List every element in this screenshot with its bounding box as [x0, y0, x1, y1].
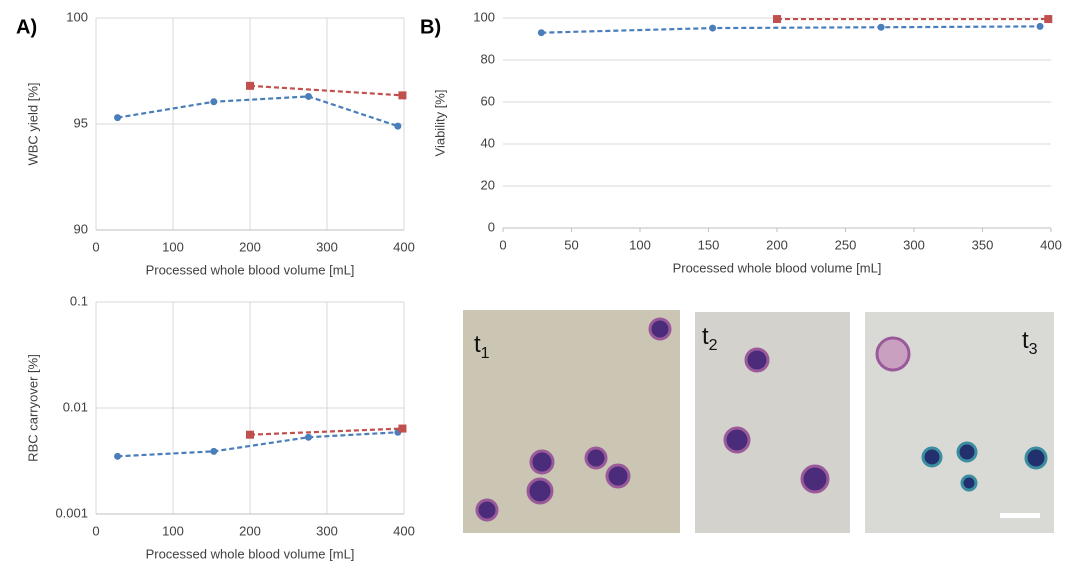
marker [305, 433, 313, 441]
marker [210, 98, 218, 106]
y-axis-label: RBC carryover [%] [25, 354, 40, 462]
y-tick-label: 0.1 [70, 293, 88, 308]
y-tick-label: 95 [74, 115, 88, 130]
marker [114, 114, 122, 122]
marker [246, 430, 254, 439]
y-tick-label: 40 [481, 135, 495, 150]
image-label-text: t [1022, 327, 1029, 354]
marker [246, 81, 254, 90]
marker [398, 91, 407, 100]
panel-label: B) [420, 16, 441, 38]
series-line [117, 95, 399, 128]
cells [475, 317, 1048, 522]
y-tick-label: 100 [473, 9, 495, 24]
x-axis-label: Processed whole blood volume [mL] [673, 260, 882, 275]
y-tick-label: 0.01 [63, 399, 88, 414]
x-tick-label: 300 [316, 239, 338, 254]
x-tick-label: 300 [903, 237, 925, 252]
image-label-text: t [702, 323, 709, 350]
y-tick-label: 80 [481, 51, 495, 66]
x-tick-label: 200 [766, 237, 788, 252]
marker [537, 29, 545, 37]
marker [114, 452, 122, 460]
marker [398, 424, 407, 433]
x-tick-label: 150 [698, 237, 720, 252]
marker [210, 447, 218, 455]
x-tick-label: 250 [835, 237, 857, 252]
scale-bar [1000, 513, 1040, 518]
image-label-text: t [474, 331, 481, 358]
image-label: t2 [702, 323, 718, 354]
y-tick-label: 100 [66, 9, 88, 24]
x-axis-label: Processed whole blood volume [mL] [146, 262, 355, 277]
series-line [117, 431, 398, 458]
marker [877, 23, 885, 31]
marker [773, 15, 781, 24]
micrographs [463, 310, 1054, 533]
y-tick-label: 20 [481, 177, 495, 192]
micrograph [463, 310, 680, 533]
y-tick-label: 90 [74, 221, 88, 236]
marker [1044, 15, 1053, 24]
x-tick-label: 350 [972, 237, 994, 252]
marker [709, 24, 717, 32]
x-axis-label: Processed whole blood volume [mL] [146, 546, 355, 561]
x-tick-label: 400 [393, 523, 415, 538]
series-line [541, 25, 1041, 34]
x-tick-label: 100 [629, 237, 651, 252]
micrograph [695, 312, 850, 533]
x-tick-label: 300 [316, 523, 338, 538]
x-tick-label: 400 [1040, 237, 1062, 252]
x-tick-label: 50 [564, 237, 578, 252]
x-tick-label: 100 [162, 523, 184, 538]
x-tick-label: 0 [499, 237, 506, 252]
y-tick-label: 0 [488, 219, 495, 234]
y-axis-label: Viability [%] [432, 90, 447, 157]
image-label: t3 [1022, 327, 1038, 358]
x-tick-label: 200 [239, 239, 261, 254]
series-line [249, 84, 403, 97]
series-line [249, 427, 403, 436]
marker [305, 92, 313, 100]
image-label-sub: 1 [481, 345, 490, 362]
panel-label: A) [16, 16, 37, 38]
y-tick-label: 0.001 [55, 505, 88, 520]
x-tick-label: 400 [393, 239, 415, 254]
marker [1036, 22, 1044, 30]
x-tick-label: 100 [162, 239, 184, 254]
x-tick-label: 0 [92, 239, 99, 254]
image-label-sub: 2 [709, 337, 718, 354]
image-label-sub: 3 [1029, 341, 1038, 358]
marker [394, 122, 402, 130]
x-tick-label: 200 [239, 523, 261, 538]
x-tick-label: 0 [92, 523, 99, 538]
image-label: t1 [474, 331, 490, 362]
y-tick-label: 60 [481, 93, 495, 108]
y-axis-label: WBC yield [%] [25, 82, 40, 165]
